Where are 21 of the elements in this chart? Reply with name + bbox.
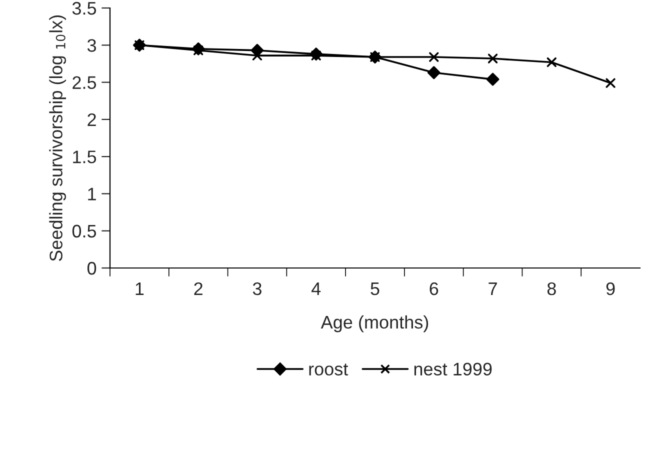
y-tick-label: 2 [88,113,96,126]
legend-label: nest 1999 [414,362,492,376]
x-tick-label: 5 [370,282,380,296]
y-tick-label: 0.5 [72,224,96,238]
y-tick-label: 3.5 [72,2,96,15]
x-tick-label: 6 [430,282,438,296]
y-tick-label: 1.5 [73,150,96,164]
x-tick-label: 8 [547,282,556,296]
y-axis-title: Seedling survivorship (log $_{10}$lx) [49,15,66,262]
x-axis-title: Age (months) [320,315,428,332]
x-tick-label: 7 [488,282,497,295]
x-tick-label: 4 [312,282,321,295]
x-tick-label: 3 [252,282,262,296]
y-tick-label: 0 [87,262,96,275]
legend-label: roost [309,364,348,376]
y-tick-label: 1 [88,188,96,200]
y-tick-label: 3 [87,39,96,52]
x-tick-label: 9 [606,282,615,296]
x-tick-label: 2 [194,282,202,295]
x-tick-label: 1 [136,282,144,295]
y-tick-label: 2.5 [72,76,96,90]
